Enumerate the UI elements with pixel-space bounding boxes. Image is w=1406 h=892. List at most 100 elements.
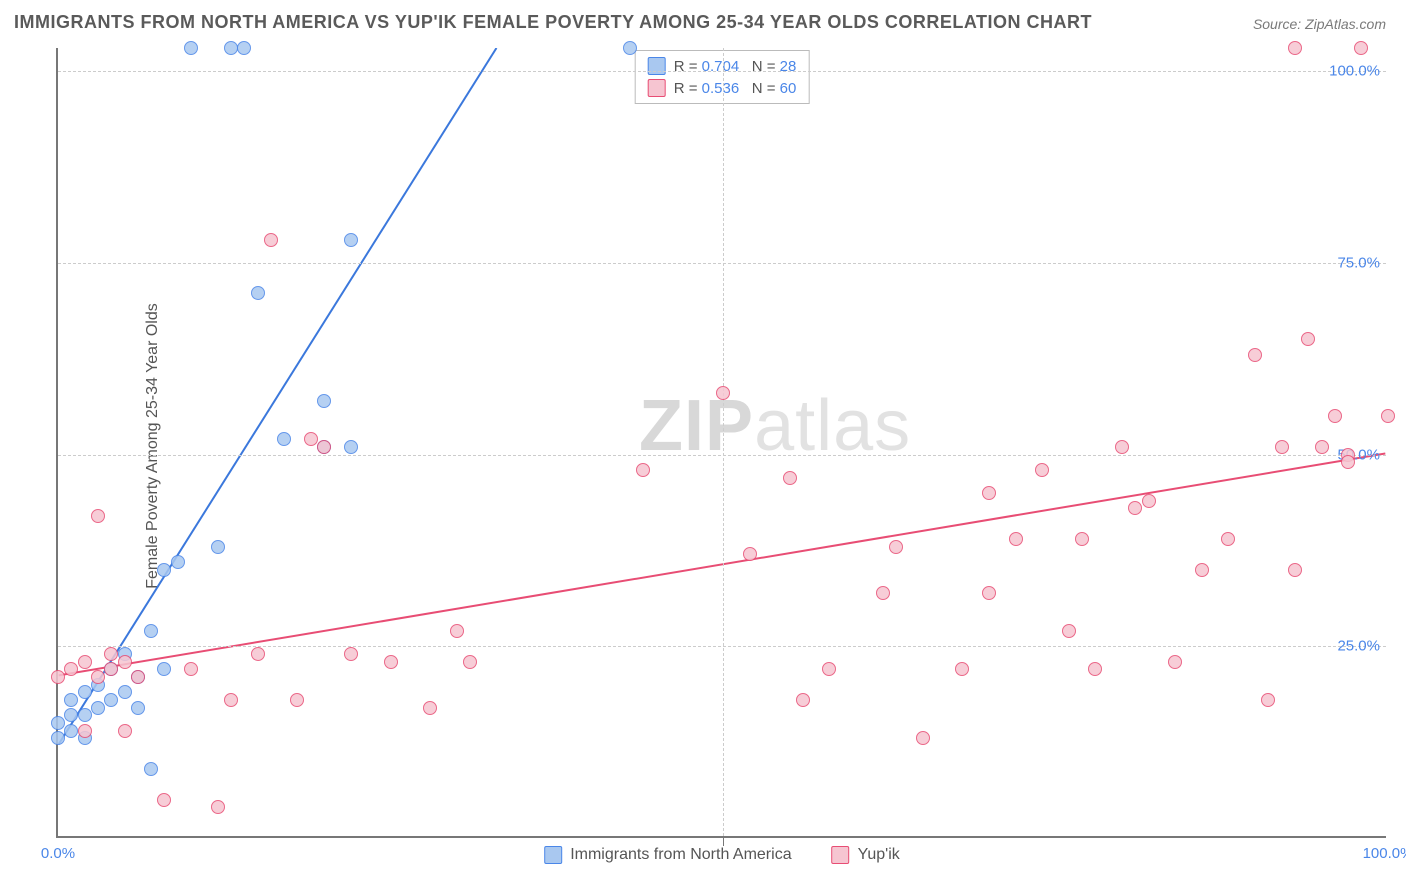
scatter-point: [344, 440, 358, 454]
scatter-point: [78, 655, 92, 669]
scatter-point: [1301, 332, 1315, 346]
scatter-point: [916, 731, 930, 745]
scatter-point: [716, 386, 730, 400]
correlation-chart: IMMIGRANTS FROM NORTH AMERICA VS YUP'IK …: [0, 0, 1406, 892]
scatter-point: [1288, 41, 1302, 55]
scatter-point: [78, 708, 92, 722]
scatter-point: [1115, 440, 1129, 454]
scatter-point: [317, 394, 331, 408]
scatter-point: [51, 716, 65, 730]
legend-swatch: [544, 846, 562, 864]
scatter-point: [636, 463, 650, 477]
scatter-point: [184, 662, 198, 676]
scatter-point: [118, 724, 132, 738]
scatter-point: [104, 647, 118, 661]
legend-stat-text: R = 0.536 N = 60: [674, 80, 797, 97]
gridline-horizontal: [58, 263, 1386, 264]
scatter-point: [157, 563, 171, 577]
scatter-point: [251, 286, 265, 300]
legend-stat-row: R = 0.704 N = 28: [648, 55, 797, 77]
x-tick-label: 0.0%: [41, 845, 75, 862]
scatter-point: [264, 233, 278, 247]
scatter-point: [91, 701, 105, 715]
scatter-point: [423, 701, 437, 715]
scatter-point: [463, 655, 477, 669]
scatter-point: [783, 471, 797, 485]
scatter-point: [64, 662, 78, 676]
scatter-point: [304, 432, 318, 446]
scatter-point: [1341, 455, 1355, 469]
scatter-point: [157, 662, 171, 676]
gridline-horizontal: [58, 455, 1386, 456]
x-tick-label: 100.0%: [1363, 845, 1406, 862]
scatter-point: [889, 540, 903, 554]
scatter-point: [131, 701, 145, 715]
scatter-point: [184, 41, 198, 55]
legend-swatch: [832, 846, 850, 864]
scatter-point: [982, 486, 996, 500]
scatter-point: [1328, 409, 1342, 423]
gridline-horizontal: [58, 71, 1386, 72]
scatter-point: [51, 731, 65, 745]
legend-series-label: Yup'ik: [858, 846, 900, 864]
scatter-point: [144, 762, 158, 776]
chart-title: IMMIGRANTS FROM NORTH AMERICA VS YUP'IK …: [14, 12, 1092, 33]
scatter-point: [144, 624, 158, 638]
scatter-point: [384, 655, 398, 669]
scatter-point: [171, 555, 185, 569]
scatter-point: [876, 586, 890, 600]
scatter-point: [1315, 440, 1329, 454]
scatter-point: [157, 793, 171, 807]
gridline-vertical: [723, 48, 724, 836]
scatter-point: [743, 547, 757, 561]
legend-stats: R = 0.704 N = 28 R = 0.536 N = 60: [635, 50, 810, 104]
scatter-point: [1381, 409, 1395, 423]
scatter-point: [1035, 463, 1049, 477]
scatter-point: [450, 624, 464, 638]
scatter-point: [251, 647, 265, 661]
scatter-point: [982, 586, 996, 600]
scatter-point: [796, 693, 810, 707]
scatter-point: [290, 693, 304, 707]
trend-lines: [58, 48, 1386, 836]
scatter-point: [623, 41, 637, 55]
scatter-point: [1261, 693, 1275, 707]
y-tick-label: 100.0%: [1329, 63, 1380, 80]
legend-series: Immigrants from North America Yup'ik: [544, 846, 900, 864]
trend-line: [59, 453, 1386, 675]
scatter-point: [822, 662, 836, 676]
scatter-point: [1062, 624, 1076, 638]
scatter-point: [224, 693, 238, 707]
plot-area: ZIPatlas R = 0.704 N = 28R = 0.536 N = 6…: [56, 48, 1386, 838]
source-attribution: Source: ZipAtlas.com: [1253, 16, 1386, 32]
y-tick-label: 75.0%: [1337, 254, 1380, 271]
scatter-point: [1248, 348, 1262, 362]
scatter-point: [344, 647, 358, 661]
scatter-point: [237, 41, 251, 55]
scatter-point: [1168, 655, 1182, 669]
scatter-point: [1088, 662, 1102, 676]
scatter-point: [118, 685, 132, 699]
scatter-point: [211, 800, 225, 814]
legend-series-label: Immigrants from North America: [570, 846, 791, 864]
legend-swatch: [648, 79, 666, 97]
scatter-point: [211, 540, 225, 554]
scatter-point: [1009, 532, 1023, 546]
scatter-point: [78, 685, 92, 699]
scatter-point: [344, 233, 358, 247]
scatter-point: [1142, 494, 1156, 508]
scatter-point: [277, 432, 291, 446]
scatter-point: [51, 670, 65, 684]
scatter-point: [64, 693, 78, 707]
scatter-point: [1221, 532, 1235, 546]
legend-swatch: [648, 57, 666, 75]
scatter-point: [1075, 532, 1089, 546]
scatter-point: [91, 670, 105, 684]
scatter-point: [104, 693, 118, 707]
scatter-point: [955, 662, 969, 676]
scatter-point: [1288, 563, 1302, 577]
scatter-point: [1275, 440, 1289, 454]
trend-line: [59, 48, 497, 744]
scatter-point: [1195, 563, 1209, 577]
scatter-point: [64, 708, 78, 722]
